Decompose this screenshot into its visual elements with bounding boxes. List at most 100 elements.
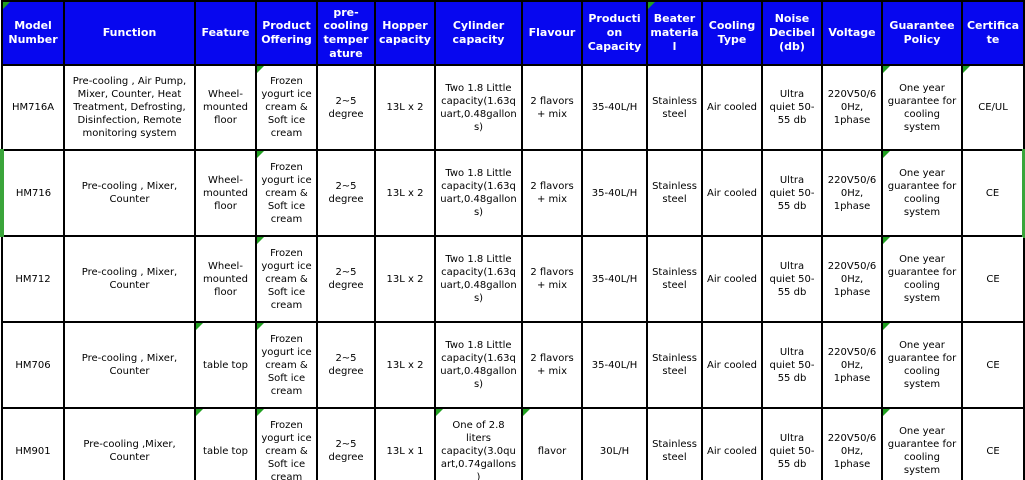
column-header-label: Feature	[201, 26, 250, 40]
table-row-HM716: HM716 Pre-cooling , Mixer, Counter Wheel-m…	[0, 148, 1025, 238]
table-header: Model Number Function Feature Product Offer…	[1, 0, 1025, 66]
cell-function: Pre-cooling , Mixer, Counter	[63, 149, 196, 237]
cell-feature: Wheel-mounted floor	[194, 64, 257, 151]
cell-text: 2~5 degree	[328, 439, 364, 463]
cell-production: 35-40L/H	[581, 64, 648, 151]
cell-text: HM712	[15, 273, 51, 285]
comment-flag-triangle-icon	[883, 237, 890, 244]
cell-text: One year guarantee for cooling system	[887, 168, 957, 218]
cell-text: Ultra quiet 50-55 db	[769, 174, 815, 212]
column-header-model: Model Number	[1, 0, 65, 66]
cell-cylinder: Two 1.8 Little capacity(1.63quart,0.48ga…	[434, 64, 523, 151]
cell-text: Stainless steel	[652, 353, 697, 377]
cell-text: 2~5 degree	[328, 95, 364, 120]
cell-hopper: 13L x 2	[374, 235, 436, 323]
cell-function: Pre-cooling ,Mixer, Counter	[63, 407, 196, 480]
cell-voltage: 220V50/60Hz, 1phase	[821, 321, 883, 409]
comment-flag-triangle-icon	[257, 237, 264, 244]
cell-text: CE	[986, 359, 1000, 371]
cell-text: 2 flavors + mix	[530, 267, 574, 291]
column-header-label: Cylinder capacity	[452, 19, 505, 46]
cell-cooling: Air cooled	[701, 407, 763, 480]
cell-text: table top	[203, 445, 248, 457]
cell-text: Stainless steel	[652, 267, 697, 291]
cell-text: 220V50/60Hz, 1phase	[827, 346, 877, 384]
cell-text: Wheel-mounted floor	[203, 89, 248, 126]
cell-text: Pre-cooling , Mixer, Counter	[81, 353, 178, 377]
cell-text: Ultra quiet 50-55 db	[769, 260, 815, 298]
cell-text: 2~5 degree	[328, 353, 364, 377]
cell-text: Ultra quiet 50-55 db	[769, 89, 815, 126]
cell-text: Air cooled	[707, 102, 757, 113]
cell-text: Ultra quiet 50-55 db	[769, 346, 815, 384]
cell-text: 2~5 degree	[328, 267, 364, 291]
cell-certificate: CE	[961, 235, 1025, 323]
column-header-voltage: Voltage	[821, 0, 883, 66]
column-header-label: pre-cooling temperature	[323, 5, 369, 60]
column-header-precooling: pre-cooling temperature	[316, 0, 376, 66]
column-header-beater: Beater material	[646, 0, 703, 66]
comment-flag-triangle-icon	[257, 409, 264, 416]
column-header-certificate: Certificate	[961, 0, 1025, 66]
cell-feature: Wheel-mounted floor	[194, 235, 257, 323]
comment-flag-triangle-icon	[963, 66, 970, 73]
cell-text: 35-40L/H	[591, 102, 638, 113]
cell-function: Pre-cooling , Mixer, Counter	[63, 235, 196, 323]
cell-voltage: 220V50/60Hz, 1phase	[821, 64, 883, 151]
cell-production: 35-40L/H	[581, 149, 648, 237]
column-header-hopper: Hopper capacity	[374, 0, 436, 66]
cell-text: 35-40L/H	[591, 187, 638, 199]
cell-text: CE	[986, 273, 1000, 285]
comment-flag-triangle-icon	[883, 151, 890, 158]
cell-text: HM901	[15, 445, 51, 457]
column-header-product_offering: Product Offering	[255, 0, 318, 66]
table-row-HM901: HM901 Pre-cooling ,Mixer, Counter table to…	[1, 407, 1025, 480]
cell-guarantee: One year guarantee for cooling system	[881, 235, 963, 323]
cell-text: Ultra quiet 50-55 db	[769, 432, 815, 470]
cell-text: Air cooled	[707, 187, 757, 199]
cell-text: Wheel-mounted floor	[203, 174, 248, 212]
cell-hopper: 13L x 2	[374, 149, 436, 237]
comment-flag-triangle-icon	[648, 2, 655, 9]
cell-text: One year guarantee for cooling system	[887, 340, 957, 390]
cell-beater: Stainless steel	[646, 64, 703, 151]
cell-model: HM901	[1, 407, 65, 480]
column-header-label: Model Number	[8, 19, 58, 46]
column-header-function: Function	[63, 0, 196, 66]
cell-text: 2 flavors + mix	[530, 353, 574, 377]
cell-guarantee: One year guarantee for cooling system	[881, 407, 963, 480]
cell-production: 35-40L/H	[581, 235, 648, 323]
cell-flavour: 2 flavors + mix	[521, 149, 583, 237]
cell-text: CE	[985, 187, 1000, 199]
cell-text: Two 1.8 Little capacity(1.63quart,0.48ga…	[440, 82, 517, 133]
comment-flag-triangle-icon	[257, 151, 264, 158]
cell-text: Stainless steel	[652, 95, 697, 120]
cell-feature: table top	[194, 321, 257, 409]
cell-certificate: CE	[961, 407, 1025, 480]
cell-cylinder: Two 1.8 Little capacity(1.63quart,0.48ga…	[434, 235, 523, 323]
table-row-HM712: HM712 Pre-cooling , Mixer, Counter Wheel-m…	[1, 235, 1025, 323]
cell-product_offering: Frozen yogurt ice cream & Soft ice cream	[255, 64, 318, 151]
cell-product_offering: Frozen yogurt ice cream & Soft ice cream	[255, 235, 318, 323]
column-header-guarantee: Guarantee Policy	[881, 0, 963, 66]
column-header-label: Certificate	[966, 19, 1020, 46]
cell-cylinder: Two 1.8 Little capacity(1.63quart,0.48ga…	[434, 321, 523, 409]
cell-text: 2 flavors + mix	[530, 181, 574, 205]
cell-precooling: 2~5 degree	[316, 407, 376, 480]
column-header-label: Guarantee Policy	[889, 19, 955, 46]
comment-flag-triangle-icon	[257, 66, 264, 73]
cell-certificate: CE	[961, 321, 1025, 409]
cell-text: Pre-cooling , Mixer, Counter	[81, 267, 178, 291]
cell-noise: Ultra quiet 50-55 db	[761, 149, 823, 237]
cell-guarantee: One year guarantee for cooling system	[881, 64, 963, 151]
table-row-HM716A: HM716A Pre-cooling , Air Pump, Mixer, Cou…	[1, 64, 1025, 151]
cell-text: Frozen yogurt ice cream & Soft ice cream	[261, 333, 312, 397]
cell-text: One year guarantee for cooling system	[887, 82, 957, 133]
cell-text: Pre-cooling , Mixer, Counter	[81, 181, 178, 205]
header-row: Model Number Function Feature Product Offer…	[1, 0, 1025, 66]
cell-flavour: flavor	[521, 407, 583, 480]
cell-text: CE/UL	[978, 102, 1008, 113]
cell-text: One year guarantee for cooling system	[887, 254, 957, 304]
